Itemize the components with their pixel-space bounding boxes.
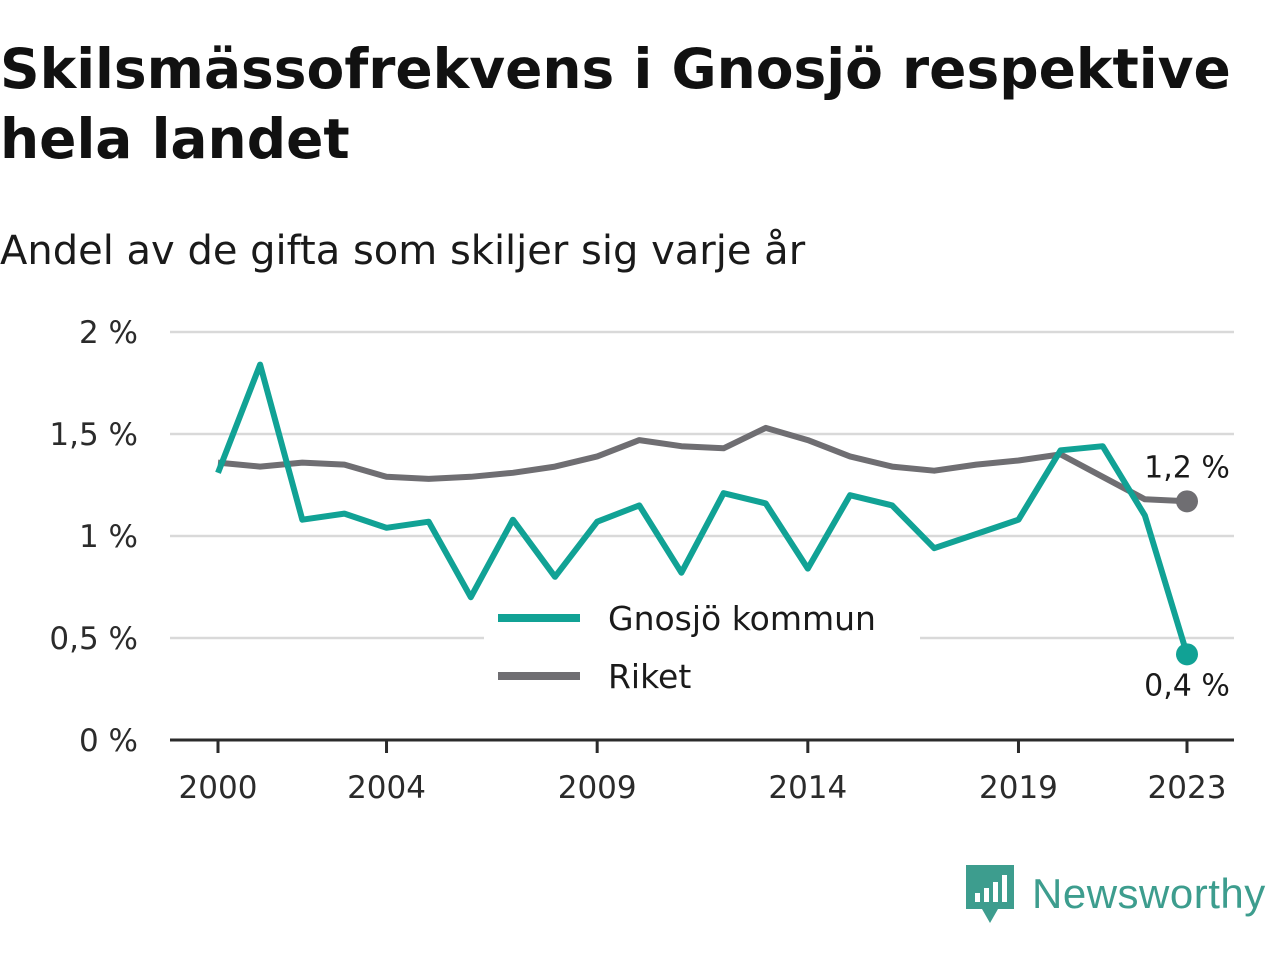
x-tick-label: 2014 [768,770,847,806]
series-line-riket [217,424,1188,505]
x-tick-label: 2019 [979,770,1058,806]
brand-name: Newsworthy [1032,870,1266,917]
y-tick-label: 2 % [79,315,138,351]
series-end-markers: 0,4 % 1,2 % [1144,450,1230,703]
chart-title: Skilsmässofrekvens i Gnosjö respektive h… [0,37,1231,171]
y-tick-label: 1 % [79,519,138,555]
legend-background [484,588,920,706]
end-value-label: 1,2 % [1144,450,1230,485]
x-tick-label: 2023 [1148,770,1227,806]
series-lines [215,361,1190,656]
newsworthy-logo-icon [966,865,1014,923]
x-axis: 2000 2004 2009 2014 2019 2023 [170,738,1234,806]
chart-subtitle: Andel av de gifta som skiljer sig varje … [0,228,806,274]
series-line-gnosjo [215,361,1190,656]
x-tick-label: 2004 [347,770,426,806]
end-point-marker [1176,490,1198,513]
x-tick-label: 2000 [179,770,258,806]
legend: Gnosjö kommun Riket [484,588,920,706]
y-tick-label: 1,5 % [49,417,138,453]
end-value-label: 0,4 % [1144,668,1230,703]
x-tick-label: 2009 [558,770,637,806]
line-chart: 0 % 0,5 % 1 % 1,5 % 2 % 2000 2004 2009 2014 2019… [49,315,1234,806]
legend-label: Riket [608,657,691,696]
y-tick-label: 0,5 % [49,621,138,657]
gridlines [170,330,1234,640]
y-tick-label: 0 % [79,723,138,759]
y-axis-ticks: 0 % 0,5 % 1 % 1,5 % 2 % [49,315,138,759]
end-point-marker [1176,643,1198,666]
legend-label: Gnosjö kommun [608,599,876,638]
brand-logo: Newsworthy [964,862,1266,926]
